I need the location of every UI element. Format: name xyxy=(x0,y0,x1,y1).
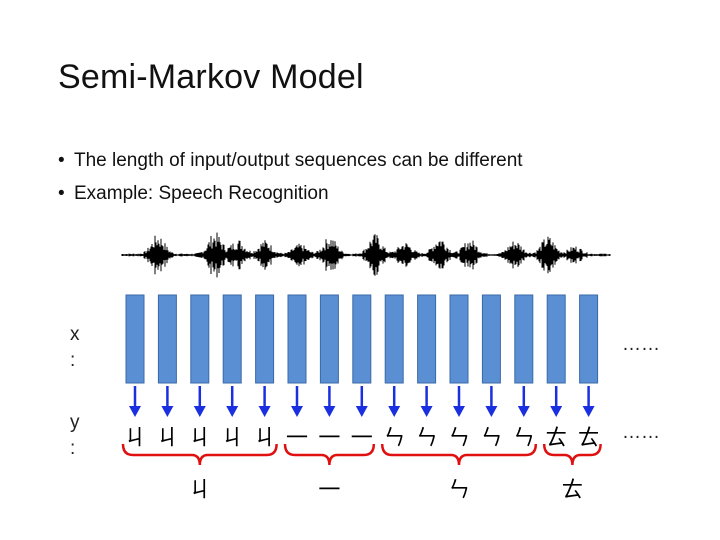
output-symbol: 一 xyxy=(318,426,340,451)
input-frame-box xyxy=(319,294,339,384)
output-symbol: ㄣ xyxy=(480,426,502,451)
output-symbol: ㄊ xyxy=(545,426,567,451)
arrow-head xyxy=(517,406,530,417)
output-ellipsis: …… xyxy=(622,422,660,443)
output-symbol: ㄣ xyxy=(448,426,470,451)
output-symbol: 一 xyxy=(351,426,373,451)
output-symbol: ㄐ xyxy=(254,426,276,451)
segment-brace xyxy=(283,443,376,466)
input-frame-box xyxy=(449,294,469,384)
input-frame-box xyxy=(287,294,307,384)
input-frame-box xyxy=(125,294,145,384)
output-symbol: ㄐ xyxy=(124,426,146,451)
arrow-head xyxy=(582,406,595,417)
bullet-list: • The length of input/output sequences ca… xyxy=(58,148,523,214)
bullet-dot: • xyxy=(58,150,65,171)
input-frame-box xyxy=(190,294,210,384)
bullet-dot: • xyxy=(58,183,65,204)
input-frame-box xyxy=(255,294,275,384)
arrow-head xyxy=(193,406,206,417)
input-frame-box xyxy=(481,294,501,384)
y-label-colon: : xyxy=(70,438,76,459)
x-row-label: x : xyxy=(70,322,80,374)
segment-brace xyxy=(380,443,538,466)
output-symbol: ㄐ xyxy=(156,426,178,451)
input-frame-box xyxy=(157,294,177,384)
arrow-head xyxy=(323,406,336,417)
arrow-head xyxy=(388,406,401,417)
arrow-head xyxy=(485,406,498,417)
y-label: y xyxy=(70,412,80,433)
y-row-label: y : xyxy=(70,410,80,462)
bullet-text: Example: Speech Recognition xyxy=(74,183,329,204)
input-frame-box xyxy=(579,294,599,384)
arrow-head xyxy=(226,406,239,417)
segment-brace xyxy=(121,443,278,466)
arrow-head xyxy=(355,406,368,417)
segment-label: ㄣ xyxy=(448,478,470,503)
bullet-text: The length of input/output sequences can… xyxy=(74,150,523,171)
arrow-head xyxy=(291,406,303,417)
output-symbol: ㄊ xyxy=(578,426,600,451)
output-symbol: ㄣ xyxy=(416,426,438,451)
arrow-head xyxy=(258,406,271,417)
arrow-head xyxy=(161,406,174,417)
segment-label: ㄐ xyxy=(189,478,211,503)
segment-label: ㄊ xyxy=(561,478,583,503)
arrow-head xyxy=(420,406,433,417)
bullet-item: • Example: Speech Recognition xyxy=(58,181,523,214)
output-symbol: ㄣ xyxy=(513,426,535,451)
input-frame-box xyxy=(546,294,566,384)
segment-label: 一 xyxy=(318,478,340,503)
segment-brace xyxy=(542,443,602,466)
input-frame-box xyxy=(417,294,437,384)
output-symbol: ㄐ xyxy=(221,426,243,451)
x-label: x xyxy=(70,324,80,345)
input-frame-box xyxy=(514,294,534,384)
arrow-head xyxy=(129,406,141,417)
slide-title: Semi-Markov Model xyxy=(58,58,364,96)
input-frame-box xyxy=(222,294,242,384)
output-symbol: 一 xyxy=(286,426,308,451)
input-frame-box xyxy=(352,294,372,384)
output-symbol: ㄣ xyxy=(383,426,405,451)
input-frame-box xyxy=(384,294,404,384)
arrow-head xyxy=(453,406,465,417)
bullet-item: • The length of input/output sequences ca… xyxy=(58,148,523,181)
x-label-colon: : xyxy=(70,350,76,371)
input-ellipsis: …… xyxy=(622,334,660,355)
arrow-head xyxy=(550,406,563,417)
output-symbol: ㄐ xyxy=(189,426,211,451)
